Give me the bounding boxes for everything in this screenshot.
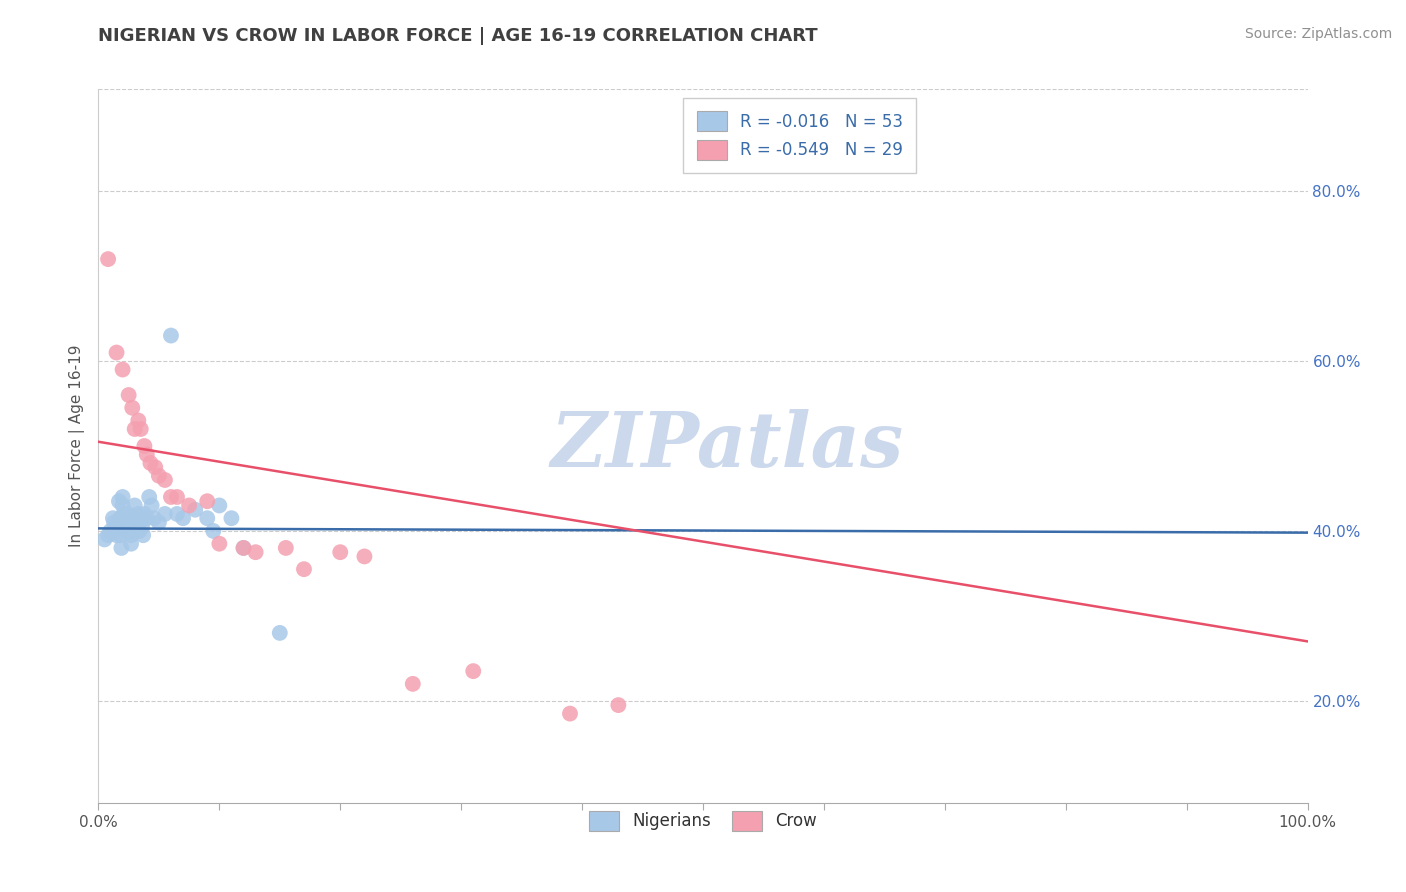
- Point: [127, 507, 149, 521]
- Point: [110, 541, 132, 555]
- Point: [135, 511, 157, 525]
- Point: [108, 528, 131, 542]
- Point: [118, 524, 141, 538]
- Point: [97, 528, 120, 542]
- Text: Source: ZipAtlas.com: Source: ZipAtlas.com: [1244, 27, 1392, 41]
- Point: [124, 499, 146, 513]
- Point: [122, 519, 145, 533]
- Point: [105, 345, 128, 359]
- Point: [121, 401, 143, 415]
- Point: [138, 490, 160, 504]
- Point: [135, 448, 157, 462]
- Point: [607, 698, 630, 712]
- Point: [127, 524, 149, 538]
- Point: [105, 519, 128, 533]
- Point: [97, 252, 120, 266]
- Point: [269, 626, 291, 640]
- Point: [292, 562, 315, 576]
- Point: [118, 516, 141, 530]
- Point: [129, 422, 152, 436]
- Point: [114, 511, 136, 525]
- Point: [141, 499, 163, 513]
- Point: [558, 706, 581, 721]
- Point: [195, 494, 218, 508]
- Point: [202, 524, 225, 538]
- Text: ZIPatlas: ZIPatlas: [551, 409, 904, 483]
- Point: [166, 507, 188, 521]
- Point: [129, 511, 152, 525]
- Point: [112, 507, 135, 521]
- Legend: Nigerians, Crow: Nigerians, Crow: [576, 797, 830, 845]
- Point: [118, 388, 141, 402]
- Point: [132, 528, 155, 542]
- Point: [111, 490, 134, 504]
- Point: [143, 460, 166, 475]
- Point: [93, 533, 115, 547]
- Point: [121, 516, 143, 530]
- Point: [117, 507, 139, 521]
- Point: [402, 677, 425, 691]
- Point: [131, 519, 153, 533]
- Point: [179, 499, 201, 513]
- Point: [127, 516, 149, 530]
- Point: [195, 511, 218, 525]
- Point: [160, 328, 183, 343]
- Point: [114, 516, 136, 530]
- Point: [232, 541, 254, 555]
- Point: [115, 519, 138, 533]
- Y-axis label: In Labor Force | Age 16-19: In Labor Force | Age 16-19: [69, 344, 84, 548]
- Point: [103, 516, 125, 530]
- Point: [208, 537, 231, 551]
- Point: [124, 511, 146, 525]
- Point: [139, 456, 162, 470]
- Point: [115, 524, 138, 538]
- Point: [221, 511, 243, 525]
- Point: [120, 537, 142, 551]
- Point: [274, 541, 297, 555]
- Point: [463, 664, 485, 678]
- Point: [111, 499, 134, 513]
- Point: [124, 422, 146, 436]
- Point: [101, 511, 124, 525]
- Point: [166, 490, 188, 504]
- Text: NIGERIAN VS CROW IN LABOR FORCE | AGE 16-19 CORRELATION CHART: NIGERIAN VS CROW IN LABOR FORCE | AGE 16…: [98, 27, 818, 45]
- Point: [172, 511, 194, 525]
- Point: [105, 528, 128, 542]
- Point: [153, 507, 176, 521]
- Point: [134, 439, 156, 453]
- Point: [160, 490, 183, 504]
- Point: [148, 468, 170, 483]
- Point: [120, 528, 142, 542]
- Point: [153, 473, 176, 487]
- Point: [108, 494, 131, 508]
- Point: [127, 413, 149, 427]
- Point: [143, 511, 166, 525]
- Point: [184, 502, 207, 516]
- Point: [125, 519, 148, 533]
- Point: [208, 499, 231, 513]
- Point: [108, 511, 131, 525]
- Point: [134, 507, 156, 521]
- Point: [148, 516, 170, 530]
- Point: [232, 541, 254, 555]
- Point: [128, 524, 150, 538]
- Point: [329, 545, 352, 559]
- Point: [111, 362, 134, 376]
- Point: [100, 524, 122, 538]
- Point: [245, 545, 267, 559]
- Point: [353, 549, 375, 564]
- Point: [118, 511, 141, 525]
